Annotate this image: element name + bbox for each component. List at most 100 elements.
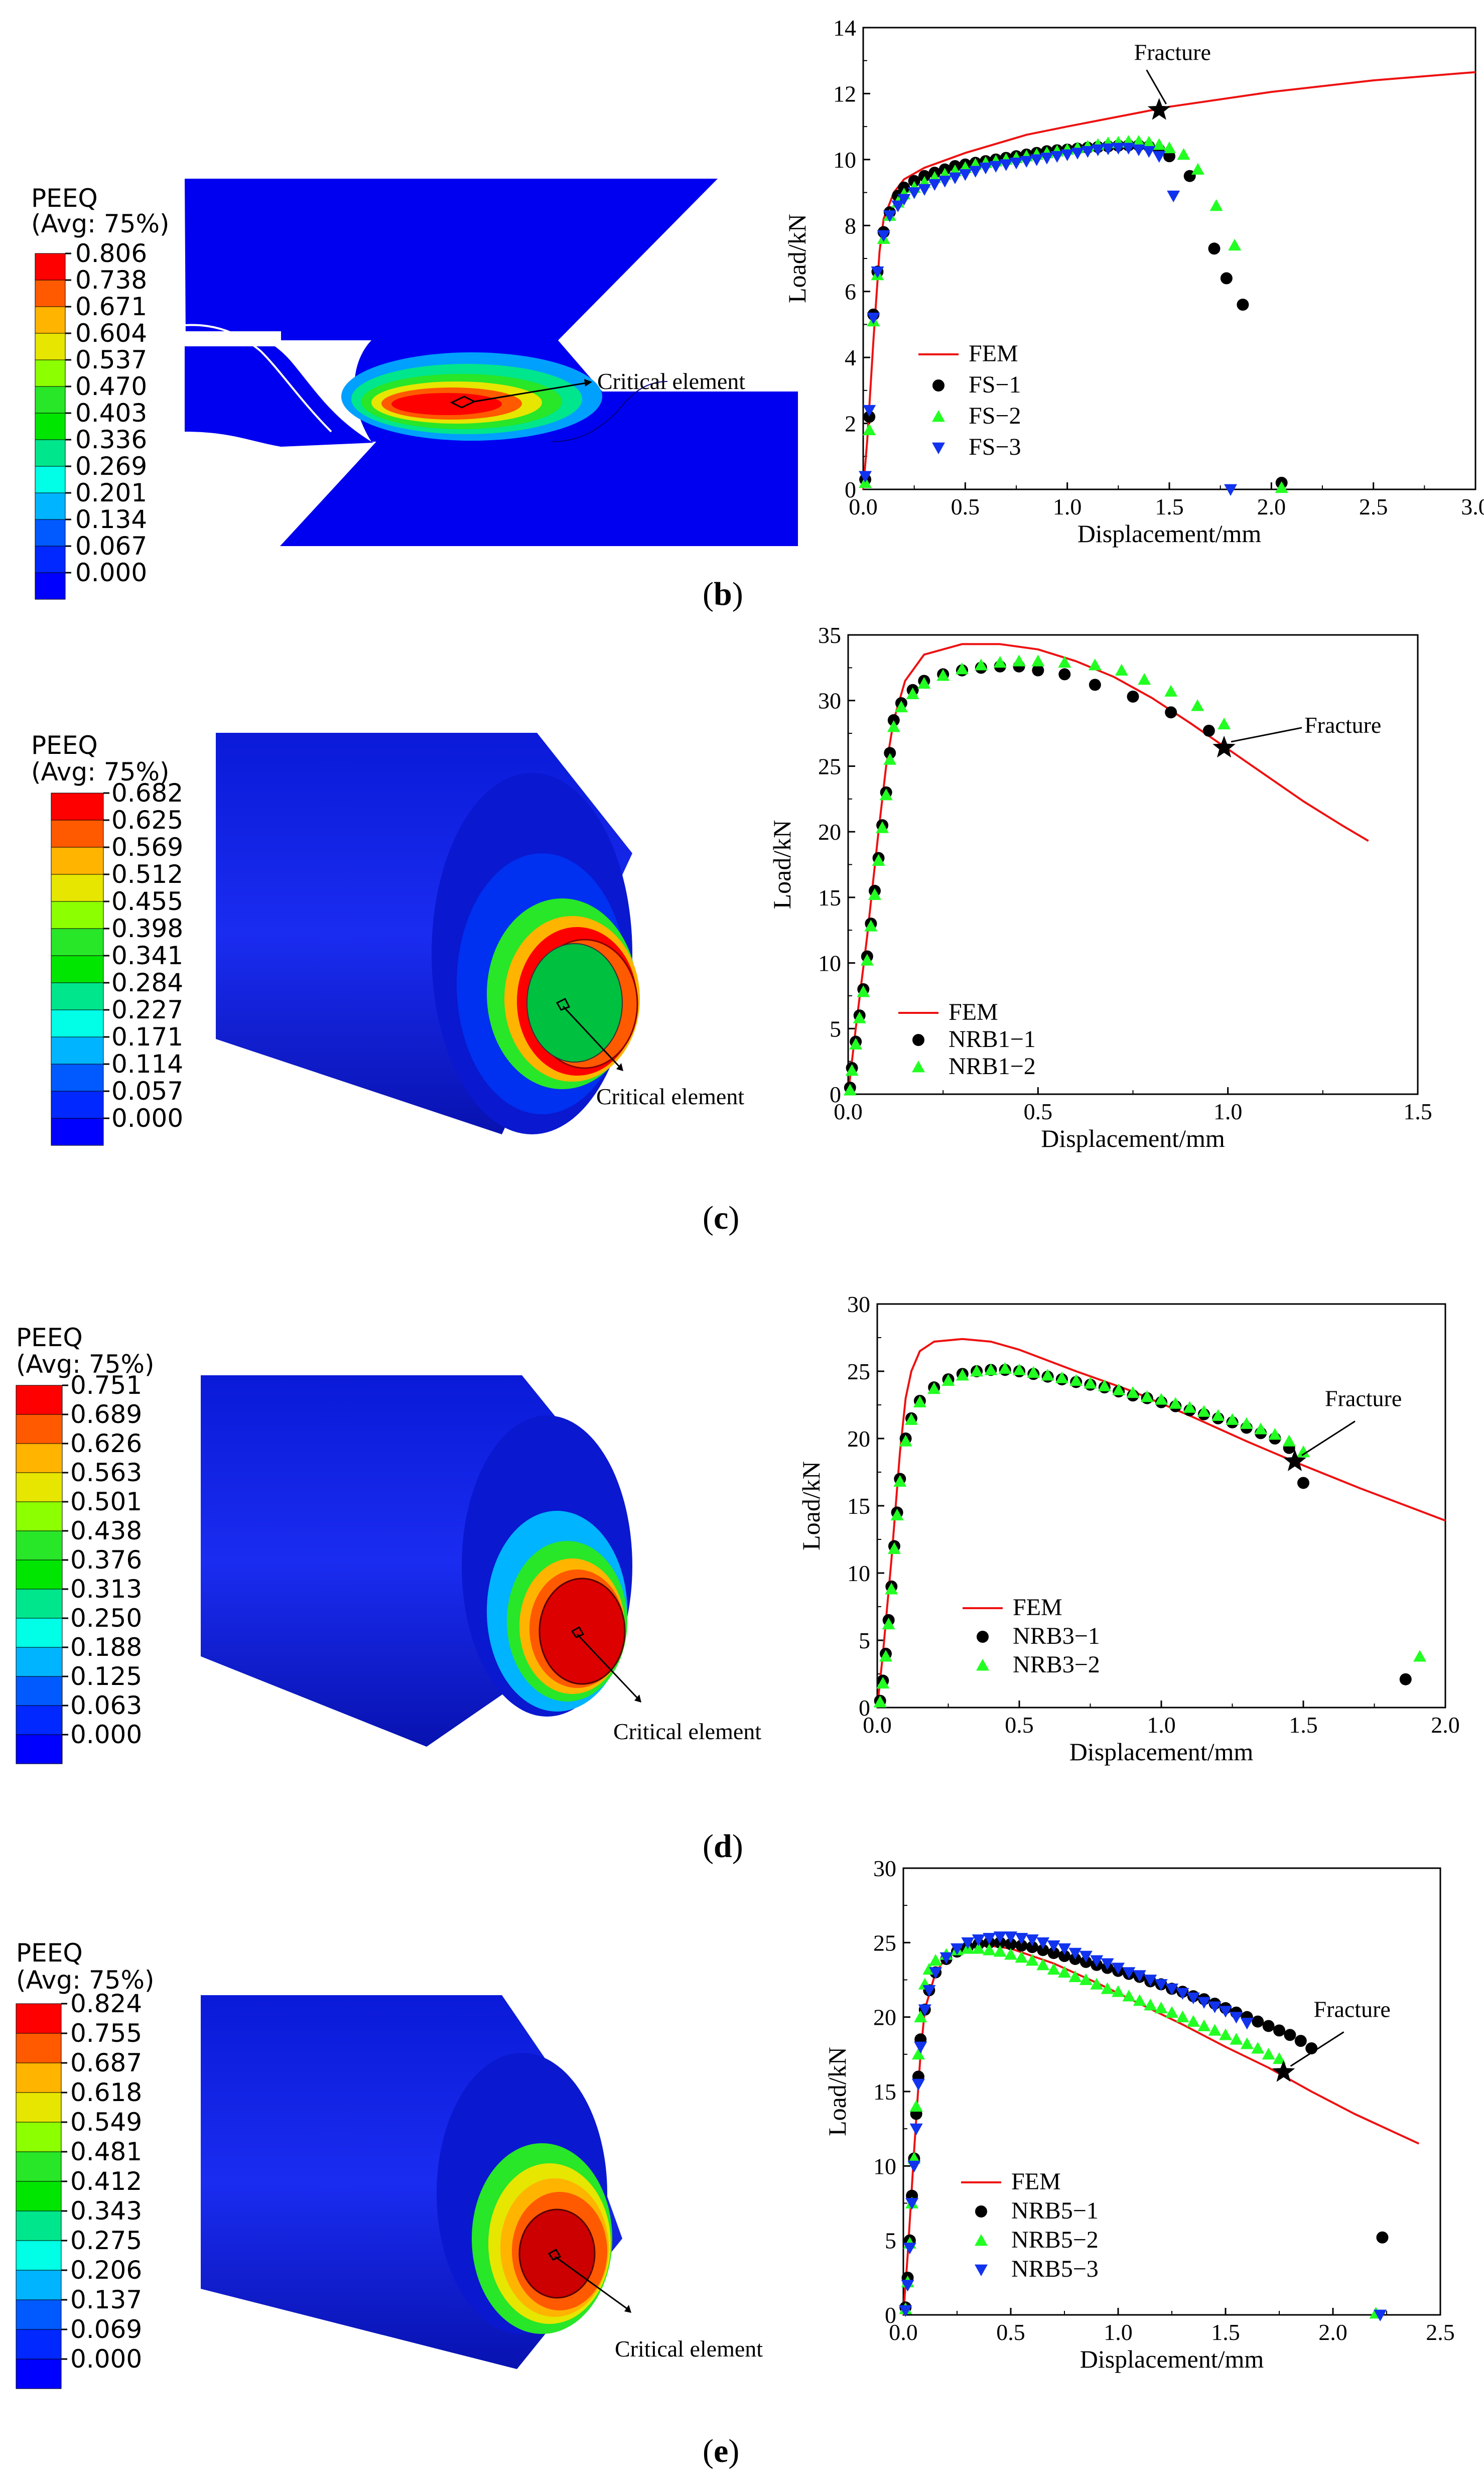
chart-d-point-NRB3−2	[941, 1374, 955, 1386]
panel-e-colorbar-swatch	[16, 2122, 62, 2152]
chart-b-point-FS−3	[1040, 153, 1053, 165]
chart-d-legend-label: NRB3−2	[1013, 1651, 1100, 1678]
panel-d-colorbar-swatch	[16, 1618, 63, 1648]
panel-e-colorbar-label: 0.069	[70, 2315, 142, 2344]
panel-e-colorbar-label: 0.618	[70, 2078, 142, 2107]
chart-e-point-NRB5−3	[914, 2041, 927, 2053]
chart-e-point-NRB5−2	[993, 1945, 1007, 1957]
panel-d-colorbar-swatch	[16, 1559, 63, 1590]
chart-b-point-FS−3	[979, 162, 992, 175]
panel-e-colorbar-swatch	[16, 2210, 62, 2241]
chart-c-point-NRB1−2	[857, 985, 870, 997]
panel-d-colorbar-label: 0.689	[70, 1400, 142, 1429]
chart-b-point-FS−3	[949, 172, 962, 184]
chart-b-legend-swatch	[932, 410, 945, 422]
chart-e-point-NRB5−1	[1026, 1941, 1038, 1953]
chart-e-point-NRB5−3	[1101, 1958, 1114, 1970]
chart-c-ytick-label: 15	[818, 885, 841, 910]
panel-e-specimen	[201, 1995, 622, 2369]
panel-c-caption-letter: c	[714, 1200, 728, 1236]
panel-d-caption-letter: d	[714, 1828, 732, 1865]
chart-e-point-NRB5−2	[1176, 2010, 1189, 2023]
panel-e-colorbar-label: 0.481	[70, 2137, 142, 2166]
chart-e-point-NRB5−2	[909, 2100, 923, 2112]
panel-e-critical-leader	[555, 2256, 628, 2310]
chart-e-point-NRB5−2	[1251, 2041, 1265, 2054]
panel-b-colorbar-swatch	[35, 413, 66, 440]
panel-b-caption: (b)	[703, 576, 743, 612]
chart-e-point-NRB5−2	[1101, 1982, 1114, 1994]
chart-c-fracture-star	[1212, 735, 1236, 758]
chart-d-point-NRB3−2	[1069, 1374, 1083, 1386]
panel-c-critical-label: Critical element	[596, 1084, 744, 1109]
panel-c-colorbar-label: 0.171	[111, 1022, 183, 1052]
chart-e-ytick-label: 20	[873, 2005, 896, 2030]
chart-d-point-NRB3−2	[1041, 1369, 1054, 1381]
panel-b-contour: PEEQ (Avg: 75%) 0.8060.7380.6710.6040.53…	[31, 179, 798, 600]
chart-e-point-NRB5−3	[1240, 2018, 1254, 2030]
panel-c-colorbar-swatch	[51, 1009, 104, 1037]
chart-e-point-NRB5−2	[1262, 2047, 1275, 2060]
chart-b-ytick-label: 10	[833, 147, 856, 173]
chart-d-point-NRB3−2	[1112, 1383, 1126, 1395]
chart-c-point-NRB1−2	[936, 669, 950, 681]
chart-d-point-NRB3−2	[913, 1395, 926, 1408]
panel-c-colorbar-swatch	[51, 1064, 104, 1092]
chart-b-point-FS−3	[883, 210, 896, 222]
chart-e-point-NRB5−3	[1230, 2012, 1243, 2024]
chart-d-point-NRB3−2	[876, 1676, 890, 1689]
chart-b-point-FS−3	[938, 176, 952, 188]
chart-e-point-NRB5−3	[1036, 1937, 1050, 1949]
panel-e-colorbar-label: 0.137	[70, 2285, 142, 2314]
panel-b-legend-title: PEEQ	[31, 184, 98, 213]
chart-b-point-FS−3	[1142, 146, 1156, 158]
panel-c-colorbar-swatch	[51, 901, 104, 929]
panel-c-specimen	[216, 733, 640, 1134]
chart-e-point-NRB5−3	[1144, 1975, 1157, 1987]
panel-c-caption: (c)	[703, 1200, 739, 1236]
chart-c-point-NRB1−2	[1138, 673, 1151, 685]
chart-e-point-NRB5−1	[1262, 2020, 1275, 2032]
chart-d-xlabel: Displacement/mm	[1069, 1738, 1254, 1766]
panel-c-colorbar-swatch	[51, 1036, 104, 1065]
chart-e-point-NRB5−3	[903, 2243, 916, 2255]
chart-e-point-NRB5−1	[1294, 2035, 1307, 2047]
chart-b-point-FS−3	[1122, 143, 1135, 155]
panel-e-chart: 0.0 0.5 1.0 1.5 2.0 2.5 0 5 10 15 20 25 30 Displaceme…	[823, 1856, 1455, 2373]
chart-b-xtick-label: 0.5	[951, 494, 980, 519]
chart-d-ytick-label: 15	[847, 1493, 870, 1519]
chart-e-point-NRB5−2	[1004, 1948, 1017, 1960]
chart-b-legend-label: FEM	[969, 340, 1018, 367]
panel-c-colorbar-label: 0.341	[111, 941, 183, 970]
chart-b-point-FS−3	[1167, 190, 1180, 203]
panel-b-colorbar-swatch	[35, 466, 66, 493]
panel-d-colorbar-label: 0.626	[70, 1429, 142, 1458]
chart-b-point-FS−3	[1020, 156, 1033, 168]
chart-e-legend-swatch	[975, 2264, 988, 2276]
chart-e-point-NRB5−3	[1219, 2006, 1232, 2018]
panel-b-colorbar-swatch	[35, 253, 66, 281]
chart-e-point-NRB5−3	[901, 2280, 914, 2292]
chart-d-point-NRB3−2	[1126, 1386, 1140, 1398]
chart-e-point-NRB5−3	[1208, 2001, 1222, 2013]
panel-e-colorbar-label: 0.000	[70, 2344, 142, 2374]
chart-d-point-NRB3−2	[1013, 1363, 1026, 1375]
panel-e-colorbar-swatch	[16, 2151, 62, 2182]
chart-d-point-NRB3−2	[1211, 1409, 1225, 1421]
chart-e-point-NRB5−1	[1376, 2231, 1389, 2244]
panel-e-legend-subtitle: (Avg: 75%)	[16, 1966, 155, 1995]
panel-b-colorbar-label: 0.738	[75, 266, 147, 295]
chart-e-point-NRB5−3	[1068, 1947, 1082, 1960]
chart-c-xtick-label: 1.5	[1403, 1099, 1432, 1124]
chart-e-point-NRB5−2	[1240, 2037, 1254, 2049]
panel-c-colorbar-swatch	[51, 955, 104, 983]
panel-d-critical-label: Critical element	[613, 1719, 761, 1744]
panel-b-colorbar-label: 0.134	[75, 505, 147, 534]
chart-c-point-NRB1−2	[887, 720, 900, 732]
chart-b-ytick-label: 0	[845, 477, 856, 502]
chart-d-ytick-label: 30	[847, 1291, 870, 1317]
chart-e-point-NRB5−1	[1015, 1939, 1028, 1952]
chart-d-point-NRB3−2	[984, 1363, 998, 1375]
panel-d-colorbar: 0.7510.6890.6260.5630.5010.4380.3760.313…	[16, 1371, 142, 1764]
chart-b-point-FS−2	[1177, 148, 1190, 160]
